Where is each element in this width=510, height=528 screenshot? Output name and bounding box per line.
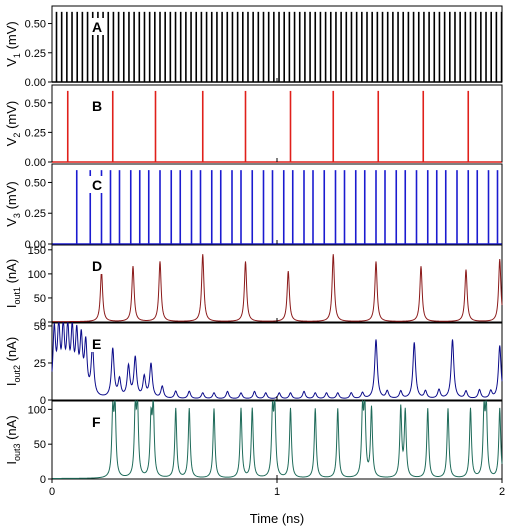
- y-tick-label: 150: [28, 245, 46, 257]
- y-tick-label: 0.00: [25, 77, 46, 89]
- panel-letter-box: [89, 413, 105, 430]
- x-tick-label: 2: [499, 486, 505, 498]
- panel-letter: B: [92, 98, 102, 114]
- plot-frame: [51, 400, 503, 480]
- panel-d: 0 50 100 150 Iout1 (nA) D: [4, 244, 503, 329]
- x-axis-label: Time (ns): [250, 511, 304, 526]
- plot-frame: [51, 244, 503, 323]
- plot-frame: [51, 322, 503, 401]
- y-tick-label: 0.25: [25, 208, 46, 220]
- y-tick-label: 0: [40, 395, 46, 407]
- series-line: [52, 254, 503, 323]
- y-tick-label: 0: [40, 474, 46, 486]
- panel-letter-box: [89, 335, 105, 352]
- panel-letter-box: [89, 18, 105, 35]
- panel-letter: F: [92, 414, 101, 430]
- panel-letter: A: [92, 19, 102, 35]
- panel-f: 0 50 100 Iout3 (nA) F: [4, 399, 503, 486]
- plot-frame: [51, 84, 503, 163]
- y-tick-label: 100: [28, 404, 46, 416]
- y-tick-label: 100: [28, 269, 46, 281]
- y-axis-label: V3 (mV): [4, 181, 22, 226]
- panel-letter-box: [89, 176, 105, 193]
- panel-letter: C: [92, 177, 102, 193]
- x-tick-label: 1: [274, 486, 280, 498]
- y-axis-label: Iout2 (nA): [4, 337, 22, 386]
- series-line: [51, 399, 503, 479]
- y-tick-label: 0.25: [25, 127, 46, 139]
- y-tick-label: 0.50: [25, 177, 46, 189]
- panel-letter-box: [89, 97, 105, 114]
- y-tick-label: 50: [34, 439, 46, 451]
- series-line: [51, 322, 503, 399]
- y-axis-label: Iout3 (nA): [4, 415, 22, 464]
- y-axis-label: Iout1 (nA): [4, 259, 22, 308]
- y-tick-label: 0.50: [25, 98, 46, 110]
- y-tick-label: 0.50: [25, 19, 46, 31]
- y-tick-label: 0.25: [25, 48, 46, 60]
- y-tick-label: 50: [34, 293, 46, 305]
- panel-e: 0 25 50 Iout2 (nA) E: [4, 321, 503, 407]
- y-tick-label: 0.00: [25, 239, 46, 251]
- y-tick-label: 0.00: [25, 157, 46, 169]
- panel-letter: E: [92, 336, 101, 352]
- panel-letter-box: [89, 257, 105, 274]
- y-tick-label: 50: [34, 321, 46, 333]
- y-axis-label: V1 (mV): [4, 21, 22, 66]
- y-tick-label: 25: [34, 358, 46, 370]
- x-tick-label: 0: [49, 486, 55, 498]
- panel-letter: D: [92, 258, 102, 274]
- y-tick-label: 0: [40, 317, 46, 329]
- y-axis-label: V2 (mV): [4, 101, 22, 146]
